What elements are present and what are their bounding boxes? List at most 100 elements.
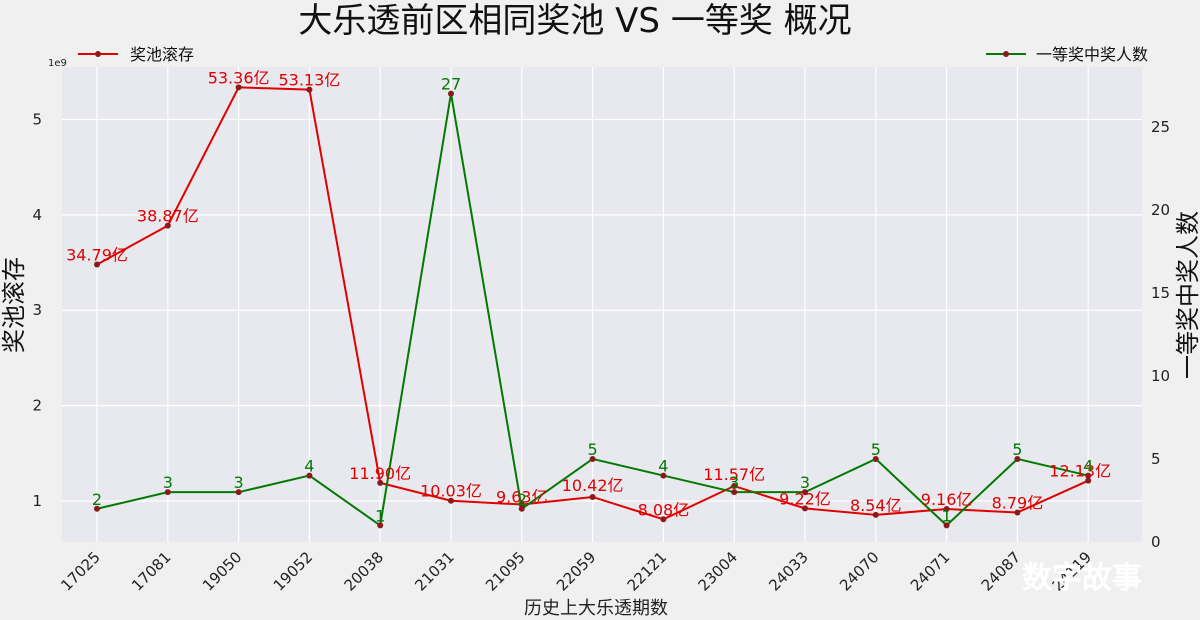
left-ticks: 1 2 3 4 5 [32,110,42,510]
data-label: 9.63亿 [496,488,548,507]
data-label: 1 [942,506,952,525]
data-point [94,261,100,268]
data-point [377,479,384,486]
data-label: 9.22亿 [779,489,831,508]
x-tick-label: 21095 [482,548,528,594]
data-label: 8.54亿 [850,496,902,515]
data-point [872,455,879,462]
y-tick-right: 5 [1151,450,1161,468]
data-label: 34.79亿 [66,246,128,265]
y-axis-label-left: 奖池滚存 [0,257,28,353]
data-point [235,84,242,91]
data-point [943,505,950,512]
y-tick-right: 20 [1151,201,1170,219]
data-point [1085,477,1092,484]
data-point [802,489,808,496]
data-label: 53.36亿 [208,68,270,87]
data-label: 3 [163,473,173,492]
data-point [306,472,313,479]
plot-area [62,67,1142,542]
data-point [872,511,879,518]
chart-title: 大乐透前区相同奖池 VS 一等奖 概况 [298,1,851,41]
data-label: 10.42亿 [562,476,624,495]
x-tick-label: 23004 [695,548,741,594]
grid [62,67,1142,542]
data-point [518,501,525,508]
data-point [660,516,667,523]
x-tick-label: 21031 [411,548,457,594]
data-point [94,505,100,512]
y-tick-right: 15 [1151,284,1170,302]
data-label: 11.90亿 [349,464,411,483]
data-point [589,493,596,500]
data-point [377,522,384,529]
y-tick-right: 25 [1151,118,1170,136]
data-label: 4 [1083,457,1093,476]
x-tick-label: 19050 [199,548,245,594]
data-label: 3 [800,473,810,492]
y-tick-left: 3 [32,301,42,319]
legend-right-label: 一等奖中奖人数 [1036,45,1148,64]
data-point [306,86,313,93]
legend-right: 一等奖中奖人数 [986,45,1148,64]
data-label: 3 [729,473,739,492]
data-label: 27 [441,75,461,94]
data-label: 1 [375,506,385,525]
data-label: 4 [304,457,314,476]
data-point [164,222,171,229]
x-tick-label: 24071 [907,548,953,594]
y-tick-left: 2 [32,397,42,415]
right-ticks: 0 5 10 15 20 25 [1151,118,1170,551]
data-label: 2 [517,490,527,509]
y-tick-right: 10 [1151,367,1170,385]
data-label: 53.13亿 [278,71,340,90]
data-label: 8.79亿 [992,494,1044,513]
legend-left: 奖池滚存 [78,45,194,64]
legend-left-marker [95,51,101,57]
data-point [660,472,667,479]
x-tick-label: 17081 [128,548,174,594]
data-label: 10.03亿 [420,482,482,501]
data-point [448,497,454,504]
data-label: 8.08亿 [638,500,690,519]
data-label: 2 [92,490,102,509]
data-point [943,522,950,529]
data-label: 9.16亿 [921,490,973,509]
x-tick-label: 22059 [553,548,599,594]
y-tick-right: 0 [1151,533,1161,551]
data-label: 4 [658,457,668,476]
x-tick-label: 22121 [624,548,670,594]
data-label: 5 [871,440,881,459]
y-tick-left: 5 [32,110,42,128]
x-tick-label: 20038 [341,548,387,594]
data-label: 5 [588,440,598,459]
data-label: 11.57亿 [703,465,765,484]
legend-right-marker [1003,51,1009,57]
data-point [518,505,525,512]
data-point [235,489,242,496]
data-point [802,505,808,512]
left-axis-exponent: 1e9 [48,58,67,69]
data-label: 3 [234,473,244,492]
y-tick-left: 4 [32,206,42,224]
data-point [731,489,738,496]
data-label: 38.87亿 [137,207,199,226]
data-point [731,483,738,490]
data-point [448,90,454,97]
data-point [1014,455,1021,462]
watermark: 数字故事 [1022,561,1142,596]
x-tick-label: 24033 [765,548,811,594]
data-labels: 34.79亿 38.87亿 53.36亿 53.13亿 11.90亿 10.03亿 9.63… [66,68,1111,525]
data-point [164,489,171,496]
x-tick-label: 24087 [978,548,1024,594]
data-point [1014,509,1021,516]
x-tick-label: 17025 [57,548,103,594]
y-axis-label-right: 一等奖中奖人数 [1174,211,1200,379]
data-label: 12.13亿 [1049,462,1111,481]
x-tick-label: 24070 [836,548,882,594]
markers [94,84,1092,529]
data-point [1085,472,1092,479]
data-point [589,455,596,462]
x-ticks: 17025 17081 19050 19052 20038 21031 21095 22059… [57,548,1095,594]
